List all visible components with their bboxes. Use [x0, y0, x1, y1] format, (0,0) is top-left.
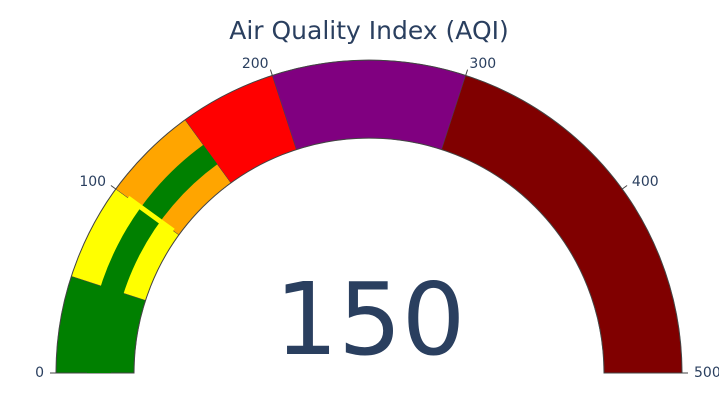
- gauge-tick-3: [465, 69, 469, 76]
- gauge-threshold-group: [126, 195, 175, 233]
- chart-title: Air Quality Index (AQI): [229, 16, 509, 45]
- gauge-bar: [87, 144, 218, 373]
- gauge-threshold: [126, 195, 175, 233]
- gauge-outline: [55, 59, 683, 374]
- gauge-tick-2: [269, 69, 273, 76]
- gauge-tick-label-3: 300: [469, 56, 496, 72]
- gauge-tick-4: [621, 185, 628, 190]
- gauge-bar-group: [87, 144, 218, 373]
- gauge-step-4: [271, 59, 467, 150]
- gauge-ticks: 0 100 200 300 400 500: [35, 56, 719, 381]
- gauge-step-5: [441, 75, 683, 374]
- gauge-tick-label-0: 0: [35, 365, 44, 381]
- gauge-tick-label-2: 200: [242, 56, 269, 72]
- gauge-tick-label-5: 500: [694, 365, 719, 381]
- gauge-tick-label-4: 400: [632, 174, 659, 190]
- gauge-value: 150: [275, 261, 466, 378]
- gauge-tick-label-1: 100: [79, 174, 106, 190]
- gauge-tick-1: [110, 185, 117, 190]
